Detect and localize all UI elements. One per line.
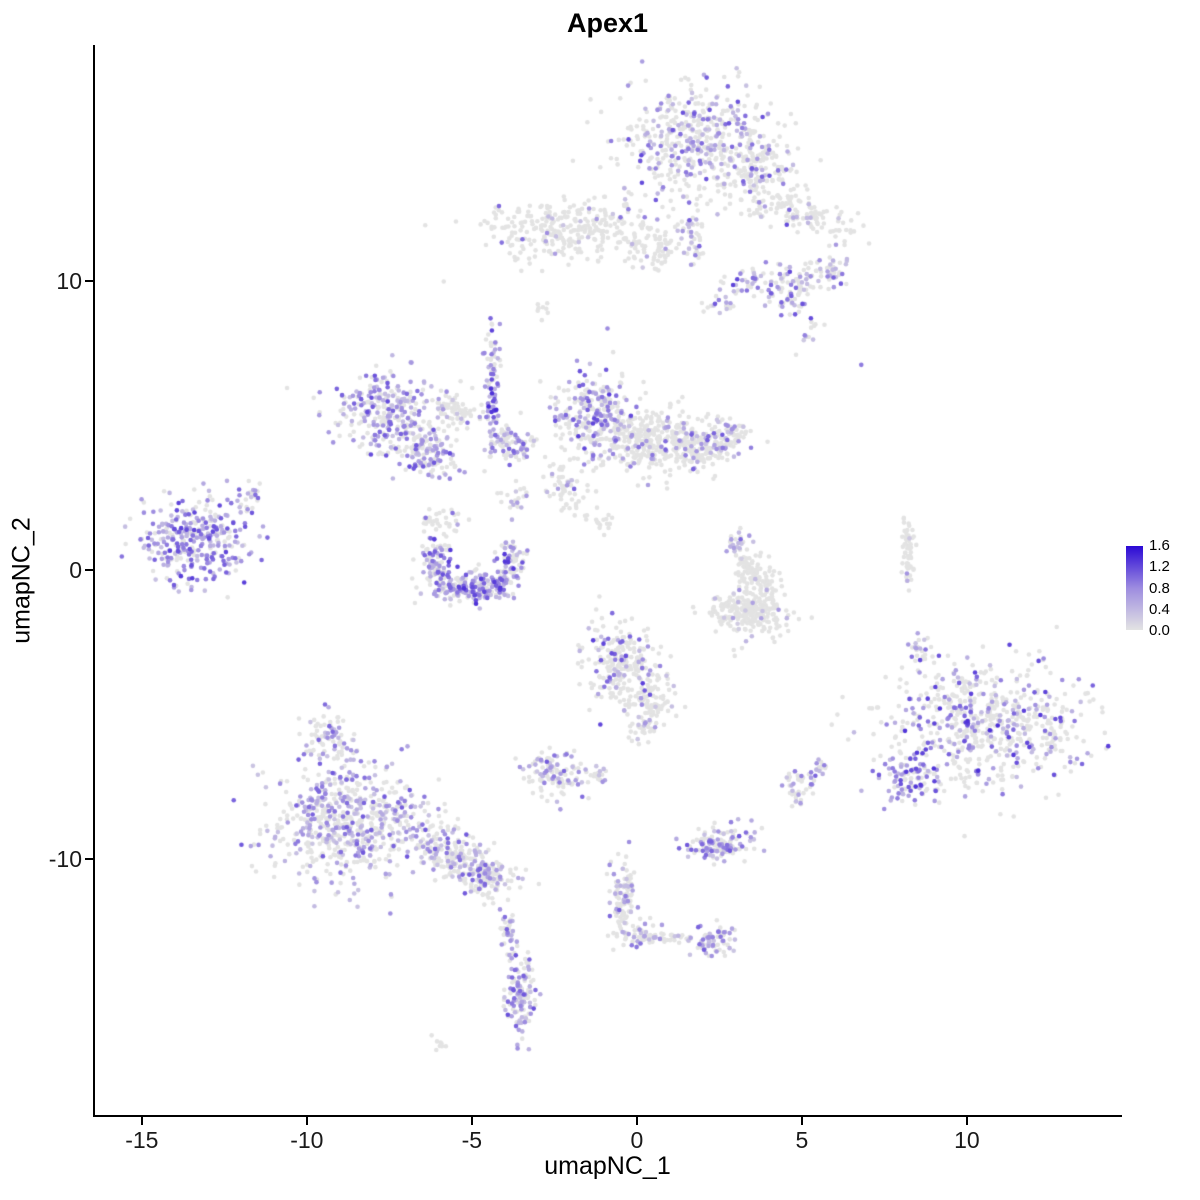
colorbar-label: 0.8	[1149, 579, 1170, 597]
x-tick-label: 0	[630, 1127, 644, 1153]
x-tick	[965, 1117, 968, 1125]
x-tick-label: -10	[290, 1127, 324, 1153]
colorbar-labels: 1.6 1.2 0.8 0.4 0.0	[1149, 537, 1170, 639]
y-tick-label: 10	[56, 268, 82, 295]
y-axis-line	[93, 45, 95, 1117]
colorbar-label: 1.6	[1149, 537, 1170, 554]
x-tick	[635, 1117, 638, 1125]
y-axis-title: umapNC_2	[7, 516, 36, 644]
y-tick	[85, 857, 93, 860]
y-tick-label: 0	[69, 557, 82, 584]
x-tick-label: -15	[125, 1127, 159, 1153]
x-axis-line	[93, 1115, 1122, 1117]
y-tick	[85, 280, 93, 283]
x-tick-label: 10	[954, 1127, 980, 1153]
y-tick-label: -10	[48, 845, 82, 872]
x-axis-title: umapNC_1	[544, 1152, 671, 1180]
x-tick	[305, 1117, 308, 1125]
y-tick	[85, 569, 93, 572]
x-tick	[800, 1117, 803, 1125]
colorbar-gradient	[1126, 546, 1143, 630]
x-tick-label: 5	[795, 1127, 809, 1153]
colorbar-label: 0.0	[1149, 622, 1170, 639]
y-axis-title-wrap: umapNC_2	[0, 45, 44, 1115]
colorbar-legend: 1.6 1.2 0.8 0.4 0.0	[1126, 537, 1198, 639]
x-tick	[470, 1117, 473, 1125]
x-tick	[140, 1117, 143, 1125]
colorbar-label: 1.2	[1149, 558, 1170, 576]
colorbar-label: 0.4	[1149, 600, 1170, 618]
x-tick-label: -5	[461, 1127, 483, 1153]
